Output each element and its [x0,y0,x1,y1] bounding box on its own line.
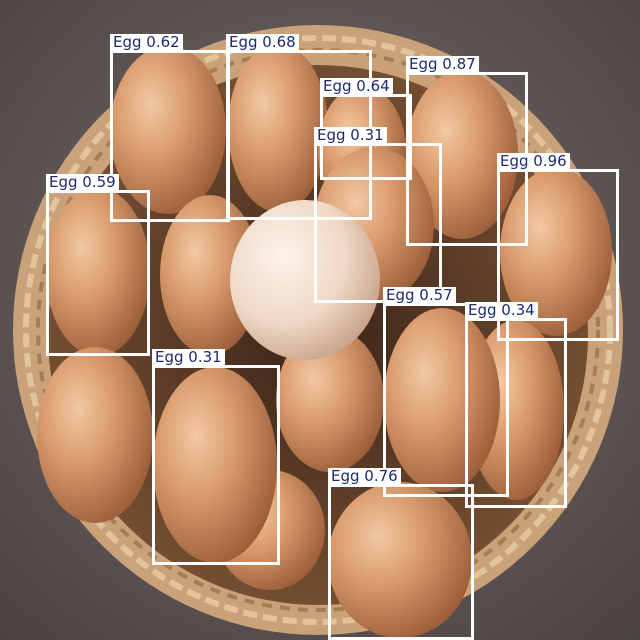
detection-label: Egg 0.59 [46,174,119,190]
detection-label: Egg 0.62 [110,34,183,50]
detection-label: Egg 0.87 [406,56,479,72]
egg-detection-box: Egg 0.57 [383,287,509,497]
detection-label: Egg 0.76 [328,468,401,484]
egg-detection-box: Egg 0.64 [320,78,412,180]
egg-detection-box: Egg 0.59 [46,174,150,356]
detection-label: Egg 0.31 [314,127,387,143]
detection-label: Egg 0.34 [465,302,538,318]
egg-detection-box: Egg 0.34 [465,302,567,508]
egg-detection-box: Egg 0.76 [328,468,474,640]
egg-detection-box: Egg 0.31 [152,349,280,565]
detection-label: Egg 0.31 [152,349,225,365]
detection-label: Egg 0.68 [226,34,299,50]
egg-detection-box: Egg 0.31 [314,127,442,303]
egg-detection-box: Egg 0.62 [110,34,230,222]
egg-detection-box: Egg 0.96 [497,153,619,341]
eggs [37,44,612,638]
detection-label: Egg 0.64 [320,78,393,94]
detection-label: Egg 0.96 [497,153,570,169]
detection-label: Egg 0.57 [383,287,456,303]
